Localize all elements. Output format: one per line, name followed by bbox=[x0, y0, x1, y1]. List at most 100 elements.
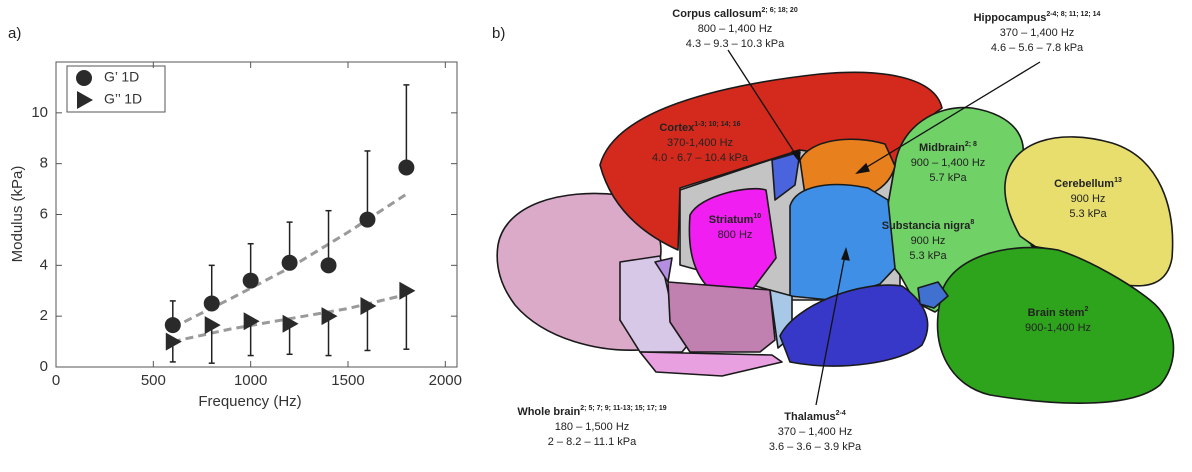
y-axis-label: Modulus (kPa) bbox=[9, 166, 26, 263]
region-refs: 8 bbox=[970, 219, 974, 226]
region-label: Whole brain2; 5; 7; 9; 11-13; 15; 17; 19 bbox=[517, 405, 666, 418]
arrow bbox=[815, 254, 846, 406]
region-value: 4.0 - 6.7 – 10.4 kPa bbox=[652, 152, 749, 164]
panel-label: b) bbox=[492, 25, 505, 42]
region-pink bbox=[639, 351, 783, 377]
point bbox=[165, 332, 182, 351]
region-name: Corpus callosum bbox=[672, 8, 761, 20]
region-value: 4.3 – 9.3 – 10.3 kPa bbox=[686, 38, 785, 50]
point bbox=[320, 257, 337, 274]
point bbox=[398, 159, 415, 176]
point bbox=[281, 254, 298, 271]
point bbox=[399, 281, 416, 300]
arrow-head bbox=[841, 246, 850, 261]
point bbox=[242, 272, 259, 289]
region-name: Whole brain bbox=[517, 406, 580, 418]
region-value: 800 – 1,400 Hz bbox=[698, 23, 773, 35]
x-tick-label: 2000 bbox=[429, 372, 462, 389]
region-label: Striatum10 bbox=[709, 213, 762, 226]
x-tick-label: 1500 bbox=[331, 372, 364, 389]
region-name: Striatum bbox=[709, 214, 754, 226]
region-label: Midbrain2; 8 bbox=[919, 141, 977, 154]
region-value: 370 – 1,400 Hz bbox=[778, 426, 853, 438]
region-value: 5.3 kPa bbox=[909, 250, 947, 262]
region-label: Hippocampus2-4; 8; 11; 12; 14 bbox=[974, 11, 1101, 24]
region-label: Corpus callosum2; 6; 18; 20 bbox=[672, 7, 798, 20]
legend-label: G’ 1D bbox=[104, 69, 139, 85]
region-value: 180 – 1,500 Hz bbox=[555, 421, 630, 433]
region-name: Thalamus bbox=[784, 411, 835, 423]
chart: Frequency (Hz) Modulus (kPa) 0 500 1000 150… bbox=[9, 61, 462, 410]
region-name: Cerebellum bbox=[1054, 178, 1114, 190]
point bbox=[282, 314, 299, 333]
striatum bbox=[688, 187, 777, 291]
brain-stem bbox=[936, 246, 1175, 404]
y-tick-label: 4 bbox=[40, 256, 48, 273]
region-violet bbox=[654, 257, 673, 283]
y-tick-label: 10 bbox=[31, 104, 48, 121]
x-axis-label: Frequency (Hz) bbox=[198, 393, 301, 410]
region-value: 370 – 1,400 Hz bbox=[1000, 27, 1075, 39]
y-tick-label: 2 bbox=[40, 307, 48, 324]
region-refs: 2 bbox=[1084, 306, 1088, 313]
region-value: 900 – 1,400 Hz bbox=[911, 157, 986, 169]
x-tick-label: 500 bbox=[141, 372, 166, 389]
region-refs: 13 bbox=[1114, 177, 1122, 184]
arrow-head bbox=[855, 162, 870, 174]
point bbox=[203, 295, 220, 312]
x-tick-label: 1000 bbox=[234, 372, 267, 389]
arrow bbox=[727, 49, 799, 159]
arrow-head bbox=[790, 149, 801, 165]
region-value: 4.6 – 5.6 – 7.8 kPa bbox=[991, 42, 1084, 54]
region-refs: 2; 8 bbox=[965, 141, 977, 148]
region-value: 5.3 kPa bbox=[1069, 208, 1107, 220]
brain-diagram: Corpus callosum2; 6; 18; 20 800 – 1,400 H… bbox=[496, 7, 1175, 453]
y-tick-label: 6 bbox=[40, 205, 48, 222]
region-value: 900 Hz bbox=[911, 235, 946, 247]
region-refs: 2-4; 8; 11; 12; 14 bbox=[1046, 11, 1100, 18]
region-label: Substancia nigra8 bbox=[882, 219, 975, 232]
region-name: Hippocampus bbox=[974, 12, 1047, 24]
y-tick-label: 0 bbox=[40, 358, 48, 375]
x-tick-label: 0 bbox=[52, 372, 60, 389]
arrow bbox=[861, 61, 1041, 171]
region-value: 5.7 kPa bbox=[929, 172, 967, 184]
region-label: Cerebellum13 bbox=[1054, 177, 1122, 190]
y-tick-label: 8 bbox=[40, 155, 48, 172]
region-mauve bbox=[667, 281, 776, 353]
region-refs: 2-4 bbox=[836, 410, 846, 417]
region-refs: 2; 6; 18; 20 bbox=[762, 7, 798, 14]
region-label: Cortex1-3; 10; 14; 16 bbox=[659, 121, 740, 134]
region-value: 3.6 – 3.6 – 3.9 kPa bbox=[769, 441, 862, 453]
region-value: 2 – 8.2 – 11.1 kPa bbox=[548, 436, 637, 448]
region-label: Thalamus2-4 bbox=[784, 410, 846, 423]
region-value: 900 Hz bbox=[1071, 193, 1106, 205]
region-name: Cortex bbox=[659, 122, 695, 134]
region-refs: 10 bbox=[753, 213, 761, 220]
region-value: 900-1,400 Hz bbox=[1025, 322, 1091, 334]
point bbox=[321, 307, 338, 326]
region-label: Brain stem2 bbox=[1028, 306, 1089, 319]
point bbox=[204, 316, 221, 335]
legend-label: G’’ 1D bbox=[104, 91, 142, 107]
region-name: Midbrain bbox=[919, 142, 965, 154]
point bbox=[164, 317, 181, 334]
corpus-callosum bbox=[771, 151, 801, 201]
region-value: 370-1,400 Hz bbox=[667, 137, 733, 149]
substancia-nigra bbox=[917, 281, 949, 309]
point bbox=[359, 211, 376, 228]
legend-marker bbox=[77, 91, 93, 109]
region-refs: 2; 5; 7; 9; 11-13; 15; 17; 19 bbox=[580, 405, 666, 412]
legend-marker bbox=[76, 70, 92, 86]
region-refs: 1-3; 10; 14; 16 bbox=[694, 121, 740, 128]
panel-label: a) bbox=[8, 25, 21, 42]
region-name: Brain stem bbox=[1028, 307, 1085, 319]
region-value: 800 Hz bbox=[718, 229, 753, 241]
cortex bbox=[599, 71, 943, 251]
thalamus bbox=[789, 183, 896, 301]
point bbox=[360, 297, 377, 315]
region-name: Substancia nigra bbox=[882, 220, 972, 232]
point bbox=[243, 312, 260, 331]
region-darkblue bbox=[779, 284, 929, 367]
